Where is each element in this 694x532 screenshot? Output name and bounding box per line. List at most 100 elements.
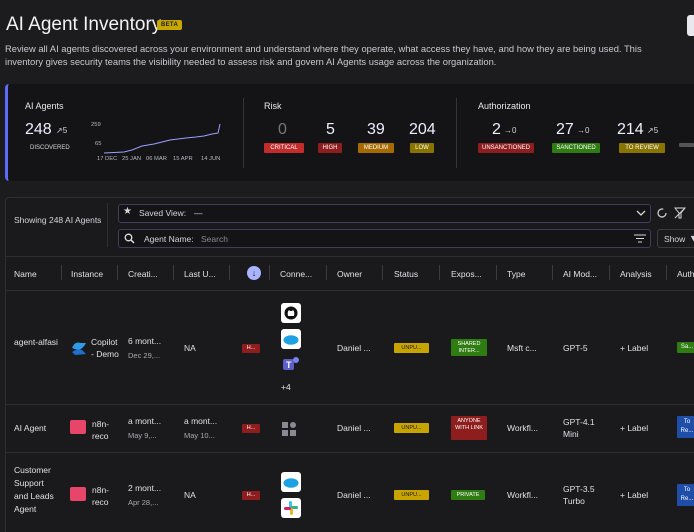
- created-relative: a mont...: [128, 416, 162, 426]
- risk-high-pill[interactable]: HIGH: [318, 143, 342, 153]
- risk-medium-pill[interactable]: MEDIUM: [358, 143, 394, 153]
- slack-icon: [281, 498, 301, 518]
- col-auth[interactable]: Auth: [677, 269, 694, 279]
- trend-flat-icon: →: [577, 126, 585, 135]
- last-used: a mont...: [184, 416, 218, 426]
- row-divider: [5, 452, 694, 453]
- sparkline-x-3: 15 APR: [173, 156, 193, 162]
- risk-critical-pill[interactable]: CRITICAL: [264, 143, 304, 153]
- col-divider: [117, 265, 118, 280]
- agents-trend: ↗5: [56, 126, 68, 135]
- n8n-icon: [70, 487, 86, 501]
- risk-low-pill[interactable]: LOW: [410, 143, 434, 153]
- auth-sanctioned-count: 27: [556, 121, 574, 138]
- auth-sanctioned-pill[interactable]: SANCTIONED: [552, 143, 600, 153]
- risk-badge: H...: [242, 491, 260, 500]
- salesforce-icon: [281, 472, 301, 492]
- auth-review-pill[interactable]: TO REVIEW: [619, 143, 665, 153]
- agent-name-label: Agent Name:: [144, 234, 194, 244]
- ai-model: GPT-3.5 Turbo: [563, 484, 595, 506]
- risk-badge: H...: [242, 344, 260, 353]
- beta-badge: BETA: [157, 20, 183, 30]
- add-label-button[interactable]: + Label: [620, 423, 649, 433]
- trend-up-icon: ↗: [647, 126, 654, 135]
- sparkline-x-4: 14 JUN: [201, 156, 221, 162]
- col-divider: [269, 265, 270, 280]
- agent-name[interactable]: AI Agent: [14, 423, 47, 433]
- agent-type: Workfl...: [507, 423, 539, 433]
- filter-icon: ▼: [689, 233, 694, 243]
- trend-up-icon: ↗: [56, 126, 63, 135]
- agent-name[interactable]: Customer Support and Leads Agent: [14, 465, 54, 514]
- owner: Daniel ...: [337, 490, 371, 500]
- col-divider: [382, 265, 383, 280]
- col-divider: [609, 265, 610, 280]
- col-status[interactable]: Status: [394, 269, 419, 279]
- ai-model: GPT-4.1 Mini: [563, 417, 595, 439]
- col-owner[interactable]: Owner: [337, 269, 363, 279]
- row-divider: [5, 256, 694, 257]
- page-description: Review all AI agents discovered across y…: [5, 43, 642, 67]
- agent-name[interactable]: agent-alfasi: [14, 337, 58, 347]
- created-relative: 6 mont...: [128, 336, 162, 346]
- col-analysis[interactable]: Analysis: [620, 269, 652, 279]
- col-created[interactable]: Creati...: [128, 269, 158, 279]
- refresh-icon[interactable]: [656, 207, 668, 219]
- filter-icon[interactable]: [674, 207, 686, 219]
- col-divider: [552, 265, 553, 280]
- authorization-label: Authorization: [478, 101, 531, 111]
- instance-name: n8n-reco: [92, 419, 110, 441]
- created-date: Apr 28,...: [128, 498, 159, 507]
- agents-label: AI Agents: [25, 101, 64, 111]
- agent-type: Workfl...: [507, 490, 539, 500]
- connections-more[interactable]: +4: [281, 382, 291, 392]
- row-divider: [5, 404, 694, 405]
- created-date: May 9,...: [128, 431, 157, 440]
- n8n-icon: [70, 420, 86, 434]
- auth-badge[interactable]: Sa...: [677, 342, 694, 353]
- created-relative: 2 mont...: [128, 483, 162, 493]
- col-instance[interactable]: Instance: [71, 269, 104, 279]
- agent-name-search[interactable]: [118, 229, 651, 248]
- top-action-button[interactable]: [687, 15, 694, 36]
- col-exposure[interactable]: Expos...: [451, 269, 482, 279]
- saved-view-value: —: [194, 208, 203, 218]
- header-divider: [5, 290, 694, 291]
- col-type[interactable]: Type: [507, 269, 526, 279]
- auth-badge[interactable]: To Re...: [677, 484, 694, 506]
- star-icon: ★: [123, 206, 132, 217]
- instance-name: n8n-reco: [92, 485, 110, 507]
- col-divider: [173, 265, 174, 280]
- sparkline-x-0: 17 DEC: [97, 156, 118, 162]
- auth-review-trend: ↗5: [647, 126, 659, 135]
- ai-model: GPT-5: [563, 343, 588, 353]
- col-ai-model[interactable]: AI Mod...: [563, 269, 598, 279]
- add-label-button[interactable]: + Label: [620, 343, 649, 353]
- results-count: Showing 248 AI Agents: [14, 215, 102, 225]
- saved-view-select[interactable]: [118, 204, 651, 223]
- github-icon: [281, 303, 301, 323]
- chevron-down-icon[interactable]: [636, 210, 646, 217]
- search-icon: [124, 233, 135, 244]
- auth-unsanctioned-pill[interactable]: UNSANCTIONED: [478, 143, 534, 153]
- auth-more-pill[interactable]: [679, 143, 694, 147]
- col-name[interactable]: Name: [14, 269, 37, 279]
- col-divider: [496, 265, 497, 280]
- status-badge: UNPU...: [394, 490, 429, 500]
- last-used: NA: [184, 490, 196, 500]
- list-filter-icon[interactable]: [634, 234, 646, 243]
- show-button[interactable]: [657, 229, 694, 248]
- saved-view-label: Saved View:: [139, 208, 187, 218]
- stats-divider: [243, 98, 244, 168]
- add-label-button[interactable]: + Label: [620, 490, 649, 500]
- col-connections[interactable]: Conne...: [280, 269, 313, 279]
- auth-badge[interactable]: To Re...: [677, 416, 694, 438]
- exposure-badge: ANYONE WITH LINK: [451, 416, 487, 440]
- col-divider: [326, 265, 327, 280]
- exposure-badge: PRIVATE: [451, 490, 485, 500]
- col-last-used[interactable]: Last U...: [184, 269, 216, 279]
- created-date: Dec 29,...: [128, 351, 161, 360]
- sort-down-icon[interactable]: ↓: [247, 266, 261, 280]
- search-input[interactable]: Search: [201, 234, 228, 244]
- show-button-label: Show: [664, 234, 686, 244]
